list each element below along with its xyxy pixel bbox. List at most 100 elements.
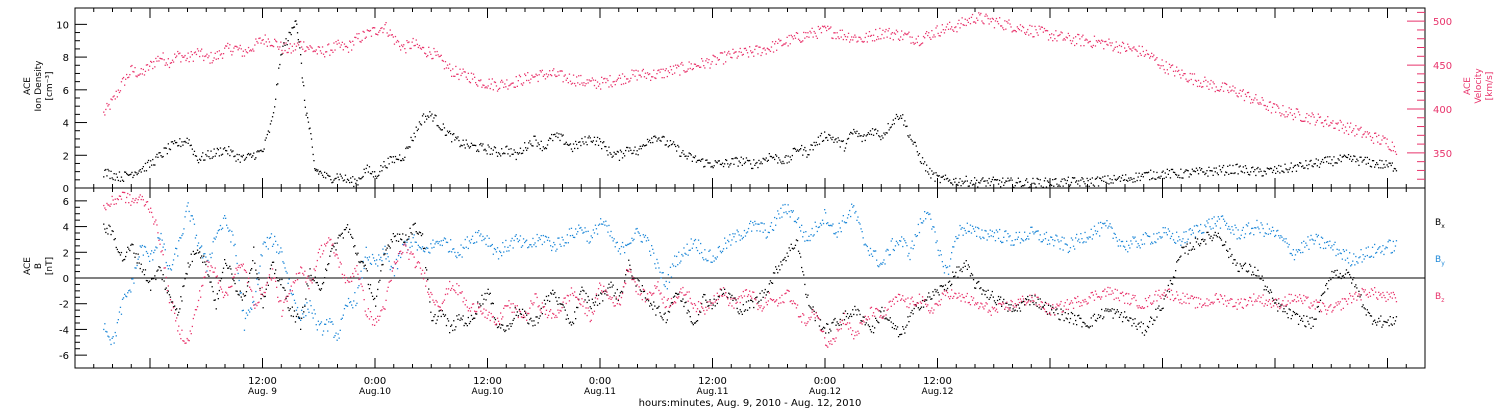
data-point xyxy=(601,76,603,78)
data-point xyxy=(759,46,761,48)
data-point xyxy=(768,153,770,155)
data-point xyxy=(734,157,736,159)
data-point xyxy=(1324,157,1326,159)
data-point xyxy=(1106,182,1108,184)
data-point xyxy=(187,52,189,54)
data-point xyxy=(277,46,279,48)
data-point xyxy=(708,250,710,252)
data-point xyxy=(1061,313,1063,316)
data-point xyxy=(989,296,991,299)
data-point xyxy=(1283,171,1285,174)
data-point xyxy=(152,277,154,280)
data-point xyxy=(272,112,275,114)
data-point xyxy=(1211,170,1213,172)
data-point xyxy=(134,171,136,173)
data-point xyxy=(892,248,894,251)
data-point xyxy=(559,139,561,142)
data-point xyxy=(1180,244,1182,246)
data-point xyxy=(287,40,289,42)
data-point xyxy=(1392,170,1394,172)
data-point xyxy=(517,315,519,317)
data-point xyxy=(788,34,790,37)
data-point xyxy=(583,82,585,84)
data-point xyxy=(1061,32,1063,34)
data-point xyxy=(658,305,660,308)
data-point xyxy=(234,282,236,285)
data-point xyxy=(734,233,736,235)
data-point xyxy=(1272,103,1275,105)
data-point xyxy=(360,41,362,43)
data-point xyxy=(643,236,646,238)
data-point xyxy=(806,36,808,38)
data-point xyxy=(1254,169,1256,171)
data-point xyxy=(854,212,856,214)
data-point xyxy=(850,131,852,134)
data-point xyxy=(927,296,929,298)
data-point xyxy=(1091,238,1093,240)
data-point xyxy=(843,319,846,321)
data-point xyxy=(524,142,526,144)
data-point xyxy=(327,174,329,176)
data-point xyxy=(134,267,136,269)
data-point xyxy=(554,133,556,135)
data-point xyxy=(659,71,661,73)
data-point xyxy=(593,232,596,234)
data-point xyxy=(552,139,554,142)
data-point xyxy=(997,23,1000,25)
data-point xyxy=(1203,240,1205,242)
data-point xyxy=(1071,177,1074,179)
data-point xyxy=(184,278,186,280)
data-point xyxy=(644,72,647,74)
data-point xyxy=(454,329,456,331)
data-point xyxy=(1188,79,1190,82)
data-point xyxy=(1237,270,1239,272)
data-point xyxy=(138,74,140,76)
data-point xyxy=(454,139,456,141)
data-point xyxy=(1297,165,1300,167)
data-point xyxy=(793,247,796,249)
data-point xyxy=(251,268,253,270)
data-point xyxy=(994,302,997,304)
data-point xyxy=(627,146,629,149)
data-point xyxy=(503,152,505,154)
data-point xyxy=(558,133,560,135)
data-point xyxy=(987,233,989,235)
data-point xyxy=(786,213,788,215)
data-point xyxy=(537,322,539,324)
data-point xyxy=(1064,179,1066,181)
data-point xyxy=(202,257,204,259)
data-point xyxy=(850,39,852,41)
data-point xyxy=(136,264,138,267)
data-point xyxy=(593,84,596,87)
data-point xyxy=(1252,166,1254,168)
data-point xyxy=(1242,166,1244,168)
data-point xyxy=(1392,150,1394,152)
data-point xyxy=(1110,44,1112,47)
data-point xyxy=(525,74,527,77)
data-point xyxy=(530,244,532,246)
data-point xyxy=(228,267,230,269)
data-point xyxy=(747,300,750,302)
data-point xyxy=(275,240,277,242)
data-point xyxy=(1122,42,1125,45)
data-point xyxy=(265,137,267,139)
data-point xyxy=(1082,242,1084,244)
data-point xyxy=(589,306,591,308)
data-point xyxy=(302,313,304,315)
data-point xyxy=(559,243,561,245)
data-point xyxy=(408,146,410,148)
data-point xyxy=(356,179,358,182)
data-point xyxy=(239,290,241,292)
data-point xyxy=(231,230,233,233)
data-point xyxy=(727,163,729,165)
data-point xyxy=(122,297,125,299)
data-point xyxy=(862,316,864,318)
data-point xyxy=(403,44,405,46)
data-point xyxy=(705,60,707,62)
data-point xyxy=(157,237,159,239)
data-point xyxy=(637,154,639,156)
data-point xyxy=(1257,166,1259,169)
data-point xyxy=(801,266,803,269)
data-point xyxy=(1336,162,1338,164)
data-point xyxy=(1297,249,1300,251)
